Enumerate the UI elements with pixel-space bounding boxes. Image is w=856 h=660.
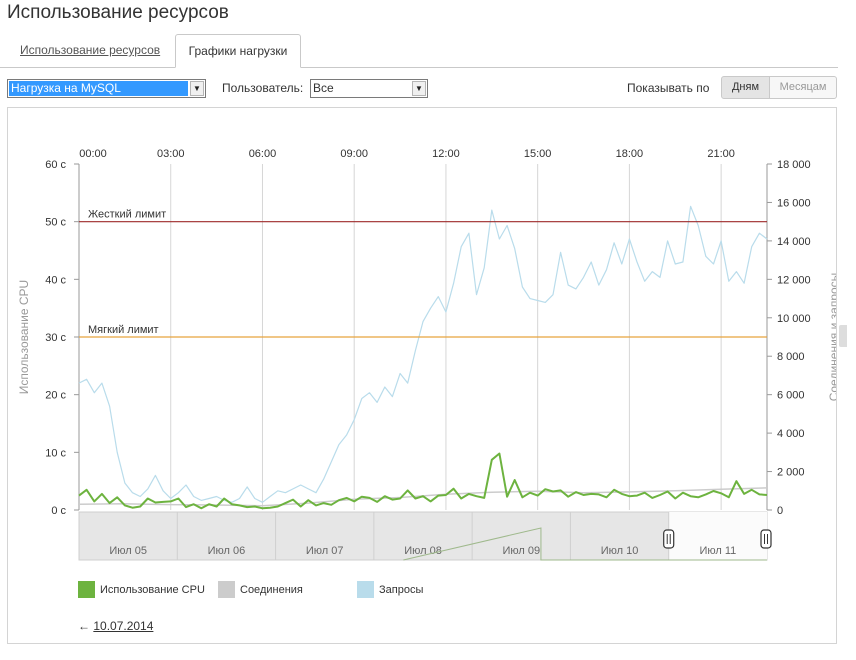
arrow-left-icon: ← xyxy=(78,619,90,633)
y-left-tick-label: 60 с xyxy=(45,159,66,171)
y-left-tick-label: 30 с xyxy=(45,332,66,344)
y-right-tick-label: 0 xyxy=(777,505,783,517)
y-right-tick-label: 8 000 xyxy=(777,351,805,363)
y-right-tick-label: 14 000 xyxy=(777,236,811,248)
legend-swatch-requests xyxy=(357,581,374,598)
series-line xyxy=(78,205,768,503)
navigator-handle-body[interactable] xyxy=(663,529,675,549)
y-right-tick-label: 6 000 xyxy=(777,390,805,402)
tab-resource-usage[interactable]: Использование ресурсов xyxy=(20,43,161,57)
y-right-tick-label: 12 000 xyxy=(777,274,811,286)
y-left-axis-title: Использование CPU xyxy=(17,280,31,394)
previous-day-date[interactable]: 10.07.2014 xyxy=(93,619,154,633)
chevron-down-icon[interactable]: ▼ xyxy=(190,81,204,96)
y-right-axis-title: Соединения и запросы xyxy=(827,273,836,402)
y-left-tick-label: 50 с xyxy=(45,217,66,229)
user-select[interactable]: Все ▼ xyxy=(310,79,428,98)
navigator-label: Июл 07 xyxy=(306,545,344,557)
navigator-handle-body[interactable] xyxy=(760,529,772,549)
period-months-button[interactable]: Месяцам xyxy=(769,76,837,99)
navigator-label: Июл 05 xyxy=(109,545,147,557)
y-left-tick-label: 0 с xyxy=(51,505,66,517)
user-label: Пользователь: xyxy=(222,81,304,95)
x-tick-label: 00:00 xyxy=(79,148,107,160)
chart-container: 00:00 03:00 06:00 09:00 12:00 15:00 18:00 21:00… xyxy=(7,107,837,644)
limit-label: Жесткий лимит xyxy=(88,209,166,221)
navigator-label: Июл 11 xyxy=(699,545,736,557)
legend-label: Запросы xyxy=(379,584,424,596)
tab-bar: Использование ресурсов Графики нагрузки xyxy=(0,34,838,68)
previous-day-link[interactable]: ← 10.07.2014 xyxy=(78,619,153,633)
x-tick-label: 21:00 xyxy=(707,148,735,160)
x-tick-label: 09:00 xyxy=(340,148,368,160)
series-line xyxy=(78,452,768,510)
y-right-tick-label: 16 000 xyxy=(777,197,811,209)
side-panel-handle[interactable] xyxy=(839,325,847,347)
y-right-tick-label: 4 000 xyxy=(777,428,805,440)
load-type-select-value: Нагрузка на MySQL xyxy=(9,81,188,96)
legend-swatch-connections xyxy=(218,581,235,598)
navigator-series-line xyxy=(403,527,767,561)
load-type-select[interactable]: Нагрузка на MySQL ▼ xyxy=(7,79,206,98)
tab-load-charts[interactable]: Графики нагрузки xyxy=(175,34,301,68)
x-tick-label: 15:00 xyxy=(524,148,552,160)
page-title: Использование ресурсов xyxy=(7,2,229,23)
navigator-label: Июл 06 xyxy=(208,545,246,557)
chevron-down-icon[interactable]: ▼ xyxy=(412,81,426,96)
navigator-label: Июл 08 xyxy=(404,545,442,557)
legend-swatch-cpu xyxy=(78,581,95,598)
y-right-tick-label: 2 000 xyxy=(777,467,805,479)
x-tick-label: 03:00 xyxy=(157,148,185,160)
x-tick-label: 12:00 xyxy=(432,148,460,160)
legend-label: Использование CPU xyxy=(100,584,205,596)
y-left-tick-label: 40 с xyxy=(45,274,66,286)
show-by-label: Показывать по xyxy=(627,81,710,95)
x-tick-label: 18:00 xyxy=(616,148,644,160)
navigator-handle[interactable] xyxy=(663,529,675,549)
y-right-tick-label: 10 000 xyxy=(777,313,811,325)
x-tick-label: 06:00 xyxy=(249,148,277,160)
y-left-tick-label: 20 с xyxy=(45,390,66,402)
user-select-value: Все xyxy=(313,81,334,95)
period-days-button[interactable]: Дням xyxy=(721,76,770,99)
limit-label: Мягкий лимит xyxy=(88,324,159,336)
load-chart[interactable]: 00:00 03:00 06:00 09:00 12:00 15:00 18:00 21:00… xyxy=(8,108,836,643)
navigator-label: Июл 10 xyxy=(601,545,639,557)
navigator-background xyxy=(78,511,768,561)
y-right-tick-label: 18 000 xyxy=(777,159,811,171)
y-left-tick-label: 10 с xyxy=(45,447,66,459)
navigator-handle[interactable] xyxy=(760,529,772,549)
navigator-label: Июл 09 xyxy=(502,545,540,557)
navigator-selection xyxy=(668,512,767,560)
legend-label: Соединения xyxy=(240,584,303,596)
